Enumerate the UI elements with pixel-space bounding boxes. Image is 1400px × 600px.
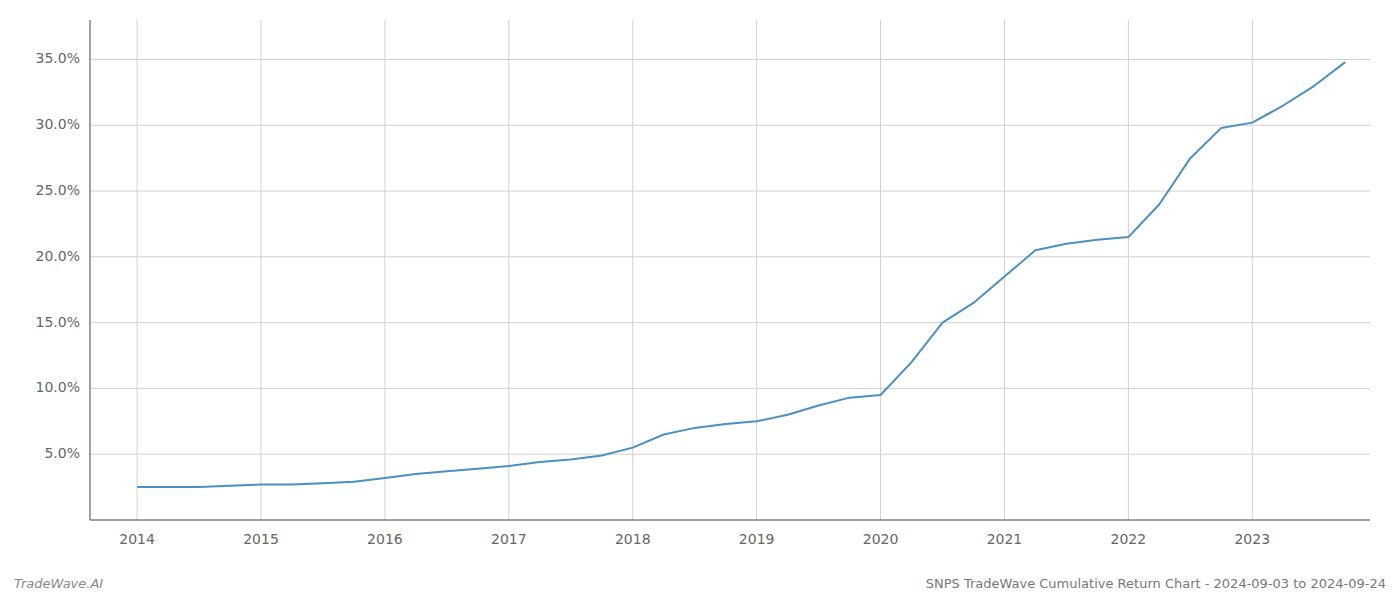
x-grid-line bbox=[756, 20, 757, 520]
x-tick-label: 2019 bbox=[739, 531, 775, 547]
x-tick-label: 2014 bbox=[119, 531, 155, 547]
x-tick-label: 2020 bbox=[863, 531, 899, 547]
x-tick-label: 2015 bbox=[243, 531, 279, 547]
y-grid-line bbox=[90, 388, 1370, 389]
plot-area bbox=[137, 62, 1345, 487]
x-tick-label: 2023 bbox=[1234, 531, 1270, 547]
x-axis-line bbox=[90, 520, 1370, 521]
y-tick-label: 5.0% bbox=[44, 445, 80, 461]
watermark: TradeWave.AI bbox=[14, 576, 103, 591]
chart: 5.0% 10.0% 15.0% 20.0% 25.0% 30.0% 35.0% 2014 20… bbox=[0, 0, 1400, 600]
y-grid-line bbox=[90, 191, 1370, 192]
y-tick-label: 30.0% bbox=[36, 116, 80, 132]
x-grid-line bbox=[632, 20, 633, 520]
y-tick-label: 35.0% bbox=[36, 50, 80, 66]
x-grid-line bbox=[1128, 20, 1129, 520]
y-tick-label: 15.0% bbox=[36, 314, 80, 330]
grid bbox=[90, 20, 1370, 520]
y-tick-label: 20.0% bbox=[36, 248, 80, 264]
x-grid-line bbox=[880, 20, 881, 520]
title: SNPS TradeWave Cumulative Return Chart -… bbox=[926, 576, 1386, 591]
x-tick-label: 2018 bbox=[615, 531, 651, 547]
y-grid-line bbox=[90, 454, 1370, 455]
x-grid-line bbox=[1252, 20, 1253, 520]
axes: 5.0% 10.0% 15.0% 20.0% 25.0% 30.0% 35.0% 2014 20… bbox=[36, 20, 1370, 547]
x-grid-line bbox=[137, 20, 138, 520]
y-grid-line bbox=[90, 125, 1370, 126]
return-line bbox=[137, 62, 1345, 487]
y-axis-line bbox=[90, 20, 91, 520]
y-grid-line bbox=[90, 256, 1370, 257]
x-tick-label: 2022 bbox=[1111, 531, 1147, 547]
x-tick-label: 2017 bbox=[491, 531, 527, 547]
x-grid-line bbox=[384, 20, 385, 520]
y-tick-label: 25.0% bbox=[36, 182, 80, 198]
x-grid-line bbox=[260, 20, 261, 520]
y-grid-line bbox=[90, 322, 1370, 323]
x-grid-line bbox=[508, 20, 509, 520]
y-tick-label: 10.0% bbox=[36, 379, 80, 395]
x-grid-line bbox=[1004, 20, 1005, 520]
x-tick-label: 2016 bbox=[367, 531, 403, 547]
y-grid-line bbox=[90, 59, 1370, 60]
x-tick-label: 2021 bbox=[987, 531, 1023, 547]
